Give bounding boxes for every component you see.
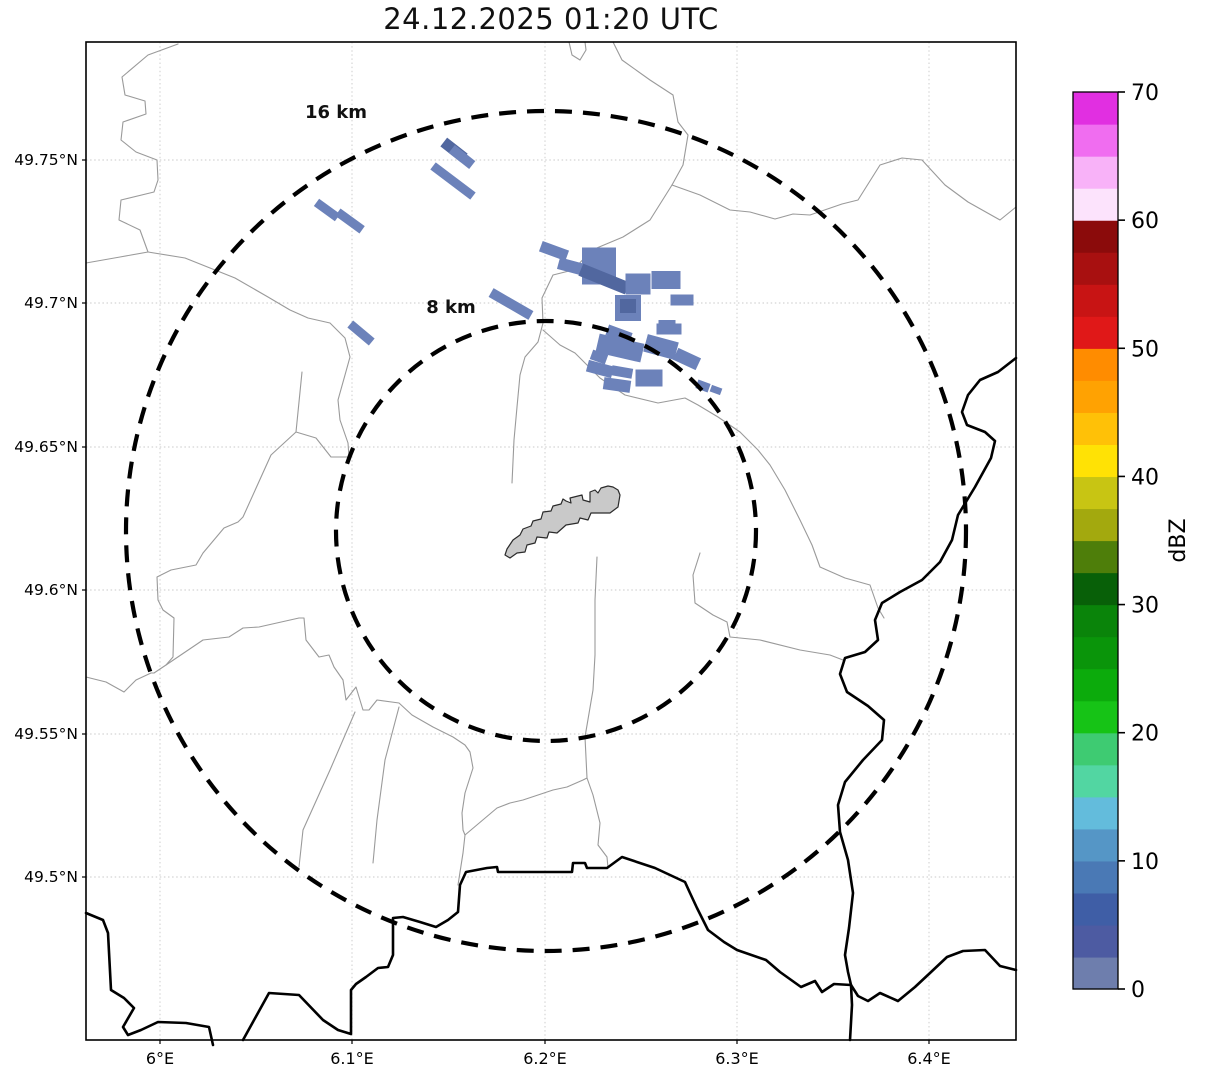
- admin-boundary-line: [85, 43, 179, 264]
- colorbar-segment: [1073, 604, 1118, 638]
- radar-echo-cell: [589, 349, 609, 365]
- y-tick-label: 49.75°N: [14, 151, 78, 169]
- colorbar-segment: [1073, 572, 1118, 606]
- radar-echo-cell: [672, 347, 702, 371]
- y-tick-label: 49.65°N: [14, 438, 78, 456]
- admin-boundary-line: [295, 431, 350, 458]
- radar-echo-cell: [595, 333, 645, 363]
- radar-echo-cell: [538, 241, 570, 261]
- admin-boundary-line: [165, 617, 474, 886]
- colorbar-segment: [1073, 828, 1118, 862]
- radar-echo-cell: [709, 384, 723, 396]
- range-ring-label-8km: 8 km: [426, 297, 476, 318]
- admin-boundary-line: [147, 251, 351, 458]
- radar-echo-cell: [658, 320, 676, 332]
- x-tick-label: 6.3°E: [715, 1049, 759, 1068]
- admin-boundary-line: [612, 41, 689, 186]
- colorbar-segment: [1073, 124, 1118, 157]
- colorbar-tick-label: 0: [1131, 978, 1145, 1003]
- radar-echo-cell: [585, 359, 615, 379]
- colorbar-tick-label: 20: [1131, 722, 1159, 747]
- admin-boundary-line: [298, 711, 356, 868]
- colorbar-segment: [1073, 924, 1118, 958]
- colorbar-segment: [1073, 252, 1118, 285]
- admin-boundary-line: [153, 371, 303, 674]
- colorbar-segment: [1073, 956, 1118, 990]
- radar-echo-cell: [625, 273, 651, 295]
- radar-echo-cell: [335, 208, 365, 234]
- radar-echo-cell: [313, 198, 341, 222]
- colorbar-segment: [1073, 444, 1118, 478]
- x-tick-label: 6.1°E: [330, 1049, 374, 1068]
- admin-boundary-line: [584, 556, 598, 779]
- colorbar-segment: [1073, 284, 1118, 317]
- colorbar-segment: [1073, 220, 1118, 253]
- admin-boundary-line: [511, 184, 673, 484]
- radar-echo-cell: [620, 299, 636, 313]
- radar-echo-cell: [488, 288, 534, 320]
- admin-boundary-line: [692, 552, 844, 661]
- radar-echo-cell: [651, 271, 681, 289]
- colorbar-segment: [1073, 540, 1118, 574]
- admin-boundary-line: [464, 777, 609, 869]
- colorbar-tick-label: 50: [1131, 337, 1159, 362]
- colorbar-tick-label: 70: [1131, 81, 1159, 106]
- colorbar-segment: [1073, 348, 1118, 381]
- country-border-line: [84, 911, 215, 1047]
- radar-echo-cell: [602, 377, 632, 393]
- y-tick-label: 49.7°N: [24, 294, 78, 312]
- map-frame: [85, 41, 1017, 1041]
- radar-echo-cell: [347, 320, 375, 346]
- colorbar-segment: [1073, 188, 1118, 221]
- admin-boundary-line: [372, 706, 400, 864]
- colorbar-segment: [1073, 92, 1118, 125]
- colorbar-axis-label: dBZ: [1166, 518, 1191, 562]
- colorbar-segment: [1073, 476, 1118, 510]
- y-tick-label: 49.5°N: [24, 868, 78, 886]
- admin-boundary-line: [568, 41, 587, 61]
- colorbar-segment: [1073, 796, 1118, 830]
- colorbar-segment: [1073, 156, 1118, 189]
- colorbar-segment: [1073, 700, 1118, 734]
- colorbar-segment: [1073, 380, 1118, 413]
- x-tick-label: 6.4°E: [907, 1049, 951, 1068]
- colorbar-segment: [1073, 764, 1118, 798]
- colorbar-segment: [1073, 412, 1118, 445]
- radar-echo-cell: [430, 162, 476, 200]
- colorbar-tick-label: 60: [1131, 209, 1159, 234]
- city-outline-polygon: [504, 485, 621, 559]
- colorbar-segment: [1073, 316, 1118, 349]
- radar-echo-cell: [643, 334, 679, 360]
- range-ring-16km: [123, 108, 969, 954]
- radar-echo-cell: [448, 145, 476, 169]
- colorbar-tick-label: 40: [1131, 465, 1159, 490]
- colorbar-segment: [1073, 892, 1118, 926]
- range-ring-label-16km: 16 km: [305, 102, 367, 123]
- x-tick-label: 6°E: [146, 1049, 174, 1068]
- colorbar-segment: [1073, 508, 1118, 542]
- country-border-line: [241, 855, 1018, 1042]
- admin-boundary-line: [671, 157, 1017, 221]
- y-tick-label: 49.6°N: [24, 581, 78, 599]
- radar-echo-cell: [670, 294, 694, 306]
- colorbar-tick-label: 30: [1131, 594, 1159, 619]
- colorbar-segment: [1073, 668, 1118, 702]
- y-tick-label: 49.55°N: [14, 725, 78, 743]
- plot-title: 24.12.2025 01:20 UTC: [383, 2, 719, 36]
- colorbar-segment: [1073, 732, 1118, 766]
- colorbar-segment: [1073, 636, 1118, 670]
- radar-echo-cell: [635, 369, 663, 387]
- country-border-line: [836, 356, 1018, 1042]
- radar-echo-cell: [610, 365, 634, 379]
- colorbar-frame: [1072, 91, 1119, 990]
- admin-boundary-line: [85, 672, 155, 693]
- range-ring-8km: [333, 318, 759, 744]
- colorbar-segment: [1073, 860, 1118, 894]
- radar-echo-cell: [578, 263, 630, 295]
- x-tick-label: 6.2°E: [523, 1049, 567, 1068]
- colorbar-tick-label: 10: [1131, 850, 1159, 875]
